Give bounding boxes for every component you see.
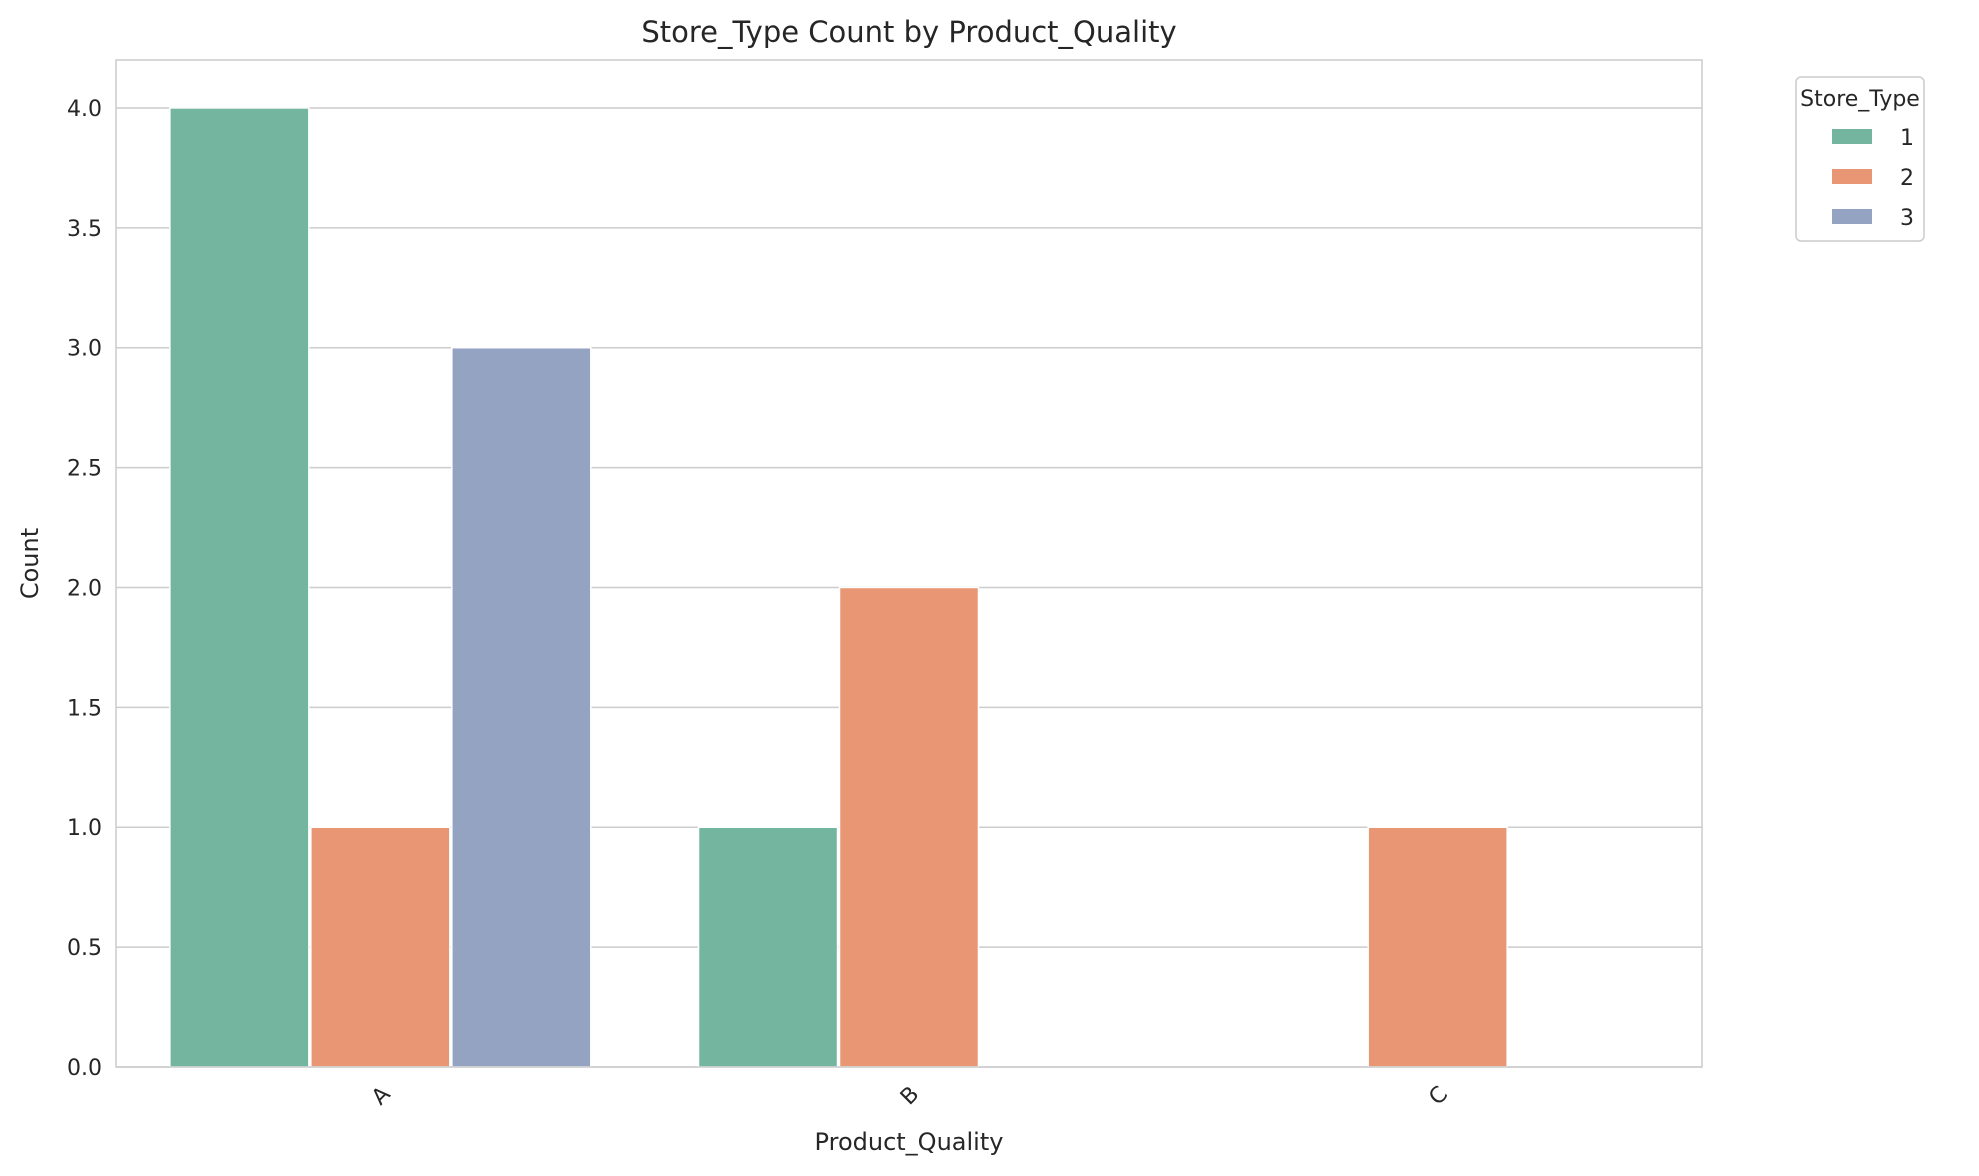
legend-label-1: 1 bbox=[1900, 126, 1914, 151]
y-tick-label: 0.0 bbox=[67, 1056, 102, 1081]
bar-A-series-2 bbox=[310, 826, 451, 1068]
legend-swatch-2 bbox=[1832, 169, 1872, 184]
y-tick-label: 4.0 bbox=[67, 97, 102, 122]
legend-title: Store_Type bbox=[1800, 87, 1920, 112]
legend-swatch-3 bbox=[1832, 209, 1872, 224]
y-tick-labels: 0.0 0.5 1.0 1.5 2.0 2.5 3.0 3.5 4.0 bbox=[67, 97, 102, 1081]
bar-B-series-2 bbox=[838, 586, 980, 1068]
bar-B-series-1 bbox=[697, 826, 839, 1068]
y-tick-label: 2.0 bbox=[67, 576, 102, 601]
legend-items: 1 2 3 bbox=[1832, 126, 1914, 231]
y-tick-label: 3.0 bbox=[67, 337, 102, 362]
bar-A-series-1 bbox=[169, 107, 310, 1068]
legend-label-3: 3 bbox=[1900, 206, 1914, 231]
y-axis-label: Count bbox=[16, 528, 44, 599]
bar-A-series-3 bbox=[451, 346, 592, 1068]
legend: Store_Type 1 2 3 bbox=[1795, 76, 1925, 242]
y-tick-label: 3.5 bbox=[67, 217, 102, 242]
legend-box bbox=[1795, 76, 1925, 242]
y-tick-label: 0.5 bbox=[67, 936, 102, 961]
bars bbox=[169, 107, 1508, 1068]
legend-label-2: 2 bbox=[1900, 166, 1914, 191]
bar-C-series-2 bbox=[1367, 826, 1508, 1068]
y-tick-label: 1.0 bbox=[67, 816, 102, 841]
plot-frame bbox=[115, 59, 1703, 1068]
x-axis-label: Product_Quality bbox=[815, 1128, 1004, 1156]
chart-title: Store_Type Count by Product_Quality bbox=[641, 15, 1176, 49]
y-tick-label: 1.5 bbox=[67, 696, 102, 721]
legend-swatch-1 bbox=[1832, 129, 1872, 144]
y-tick-label: 2.5 bbox=[67, 457, 102, 482]
